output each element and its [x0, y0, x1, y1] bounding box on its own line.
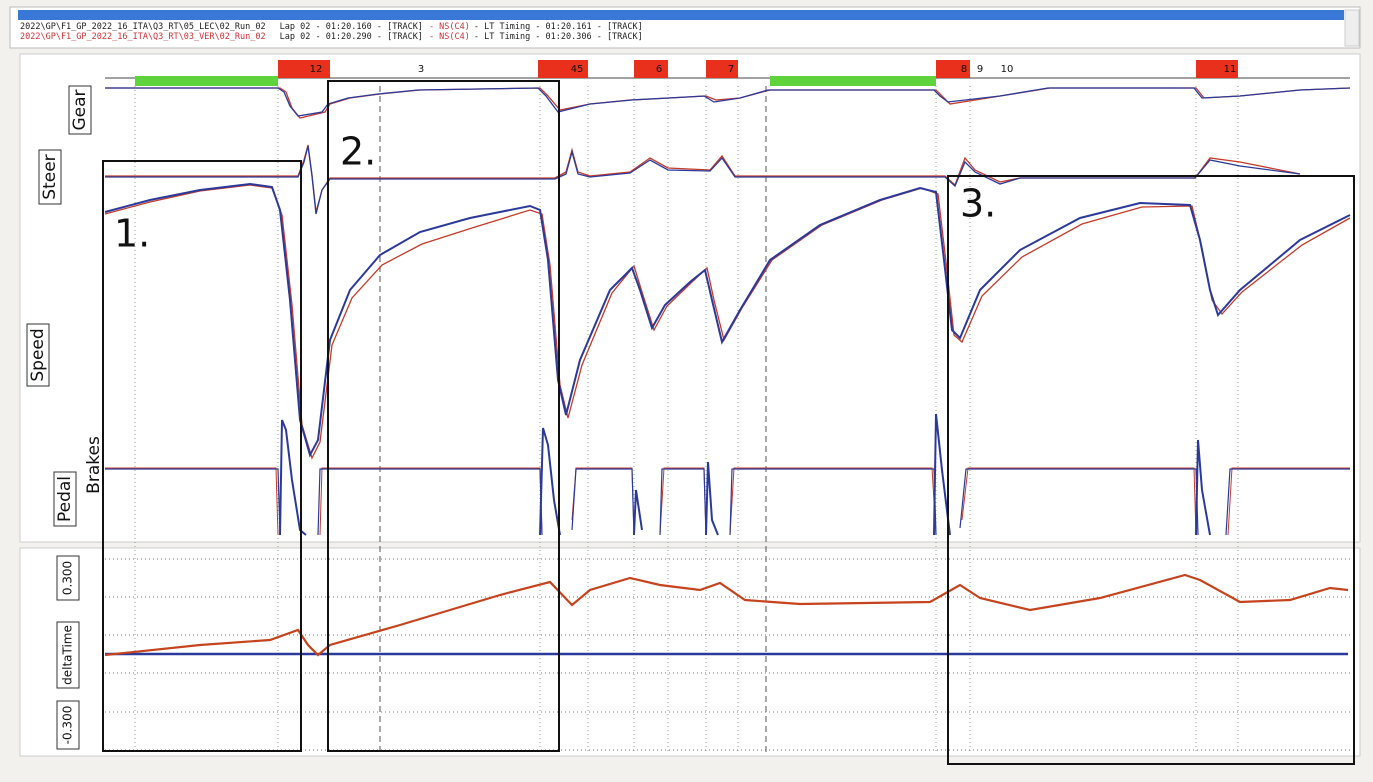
corner-boxes — [278, 60, 1238, 78]
corner-label: 9 — [977, 64, 983, 75]
gear-trace — [105, 87, 1351, 117]
channel-label: Speed — [28, 328, 48, 381]
annotation: 3. — [960, 182, 996, 226]
straight-bar — [770, 76, 936, 86]
pedal-trace — [105, 468, 1350, 536]
pedal-trace — [105, 467, 1350, 536]
annotation-boxes — [102, 80, 1355, 765]
speed-trace — [104, 182, 1351, 458]
tick-label: -0.300 — [61, 706, 75, 745]
channel-labels: Gear Steer Speed Brakes Pedal — [26, 85, 104, 527]
selection-bar — [18, 10, 1344, 20]
channel-label: Gear — [70, 89, 90, 130]
corner-label: 10 — [1001, 64, 1014, 75]
corner-label: 45 — [571, 64, 584, 75]
corner-label: 8 — [961, 64, 967, 75]
annotation: 2. — [340, 130, 376, 174]
channel-label: Brakes — [84, 436, 104, 494]
tick-label: 0.300 — [61, 561, 75, 595]
corner-label: 6 — [656, 64, 662, 75]
axis-label: deltaTime — [61, 625, 75, 685]
main-panel — [19, 53, 1361, 543]
steer-trace — [105, 145, 1301, 215]
channel-label: Pedal — [55, 476, 75, 522]
brake-trace — [279, 413, 1211, 536]
corner-label: 7 — [728, 64, 734, 75]
delta-panel — [19, 547, 1361, 757]
delta-trace — [104, 573, 1349, 657]
corner-label: 11 — [1224, 64, 1237, 75]
header-row: 2022\GP\F1_GP_2022_16_ITA\Q3_RT\03_VER\0… — [20, 32, 643, 42]
straight-bar — [135, 76, 278, 86]
header-row: 2022\GP\F1_GP_2022_16_ITA\Q3_RT\05_LEC\0… — [20, 22, 643, 32]
annotation: 1. — [114, 212, 150, 256]
corner-label: 3 — [418, 64, 424, 75]
corner-label: 12 — [310, 64, 323, 75]
speed-trace — [104, 184, 1351, 460]
channel-label: Steer — [40, 154, 60, 199]
scrollbar[interactable] — [1344, 9, 1360, 47]
delta-labels: 0.300 deltaTime -0.300 — [56, 555, 80, 750]
